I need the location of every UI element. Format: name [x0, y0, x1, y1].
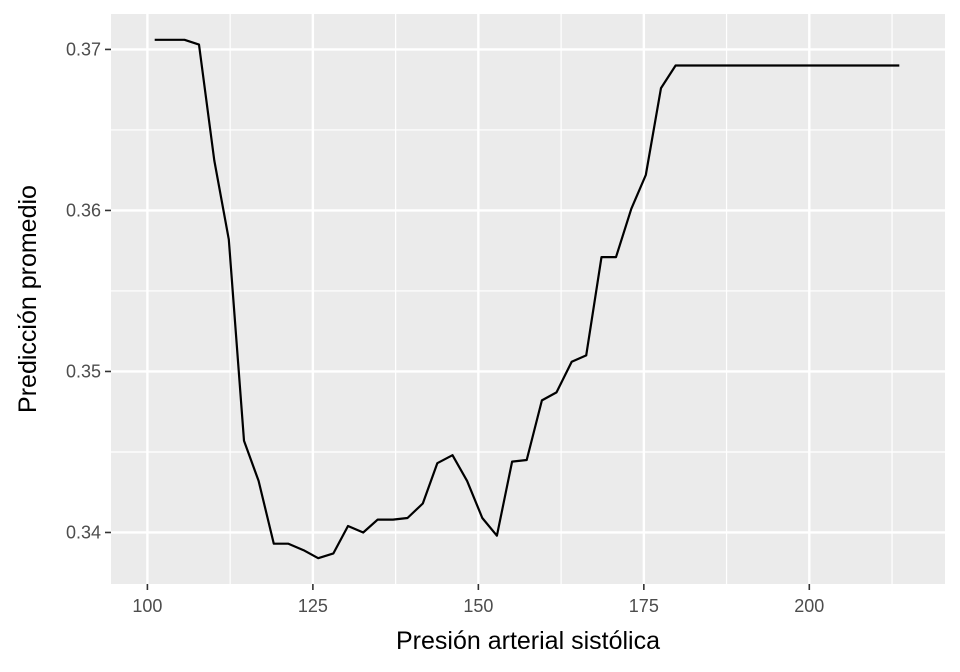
y-tick-label: 0.35: [66, 361, 101, 381]
x-axis-ticks: 100 125 150 175 200: [132, 584, 824, 616]
plot-panel: [111, 14, 945, 584]
y-axis-title: Predicción promedio: [14, 185, 42, 413]
series-line: [154, 38, 900, 560]
x-tick-label: 100: [132, 596, 162, 616]
y-tick-label: 0.37: [66, 39, 101, 59]
grid-major: [111, 14, 945, 584]
y-tick-label: 0.34: [66, 522, 101, 542]
x-tick-label: 150: [463, 596, 493, 616]
x-tick-label: 175: [629, 596, 659, 616]
x-tick-label: 200: [794, 596, 824, 616]
x-axis-title: Presión arterial sistólica: [396, 627, 660, 655]
series-layer: [154, 38, 900, 560]
y-tick-label: 0.36: [66, 200, 101, 220]
x-tick-label: 125: [298, 596, 328, 616]
y-axis-ticks: 0.34 0.35 0.36 0.37: [66, 39, 111, 542]
